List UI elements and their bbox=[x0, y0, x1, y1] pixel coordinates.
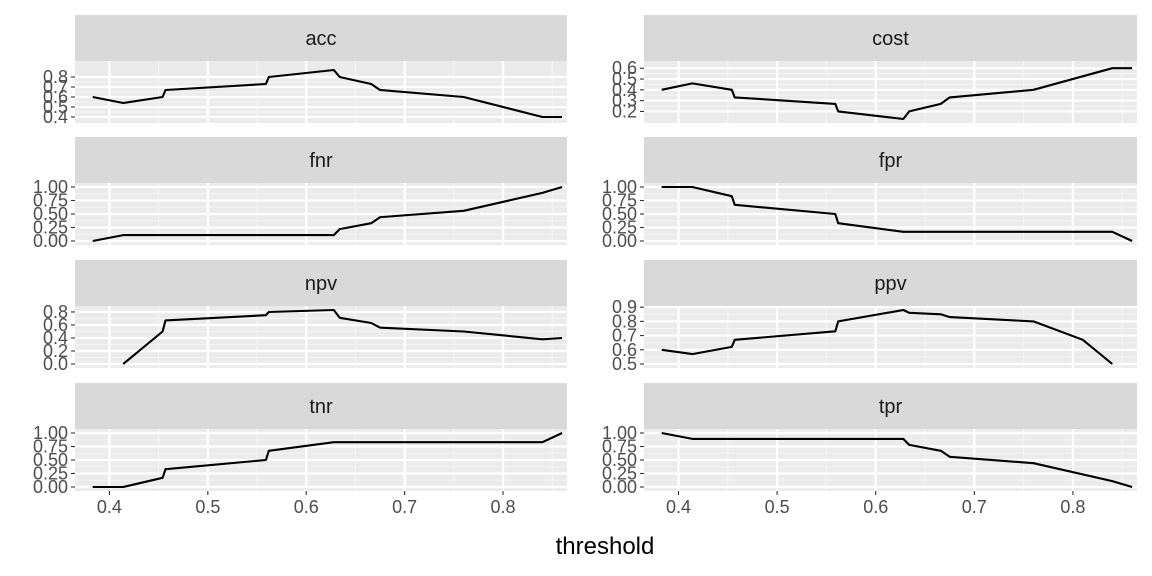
y-tick-label: 0.25 bbox=[602, 464, 637, 484]
y-tick-label: 0.25 bbox=[602, 218, 637, 238]
y-tick-label: 0.4 bbox=[43, 328, 68, 348]
y-tick-label: 0.4 bbox=[612, 80, 637, 100]
y-tick-label: 0.8 bbox=[612, 311, 637, 331]
facet-panel-fpr: fpr 0.000.250.500.751.00 bbox=[602, 137, 1137, 251]
gridlines bbox=[644, 61, 1137, 123]
y-tick-label: 0.6 bbox=[612, 340, 637, 360]
y-tick-label: 0.25 bbox=[33, 218, 68, 238]
facet-panel-tnr: tnr 0.000.250.500.751.00 bbox=[33, 383, 567, 497]
y-tick-label: 0.0 bbox=[43, 354, 68, 374]
y-tick-label: 1.00 bbox=[602, 177, 637, 197]
x-tick-label: 0.5 bbox=[195, 497, 220, 517]
y-tick-label: 0.75 bbox=[33, 191, 68, 211]
facet-strip-label: acc bbox=[305, 28, 336, 50]
facet-strip bbox=[75, 137, 567, 183]
x-tick-label: 0.4 bbox=[97, 497, 122, 517]
series-line-cost bbox=[661, 67, 1133, 121]
gridlines bbox=[75, 429, 567, 491]
y-tick-label: 0.6 bbox=[43, 315, 68, 335]
y-tick-label: 0.75 bbox=[602, 437, 637, 457]
gridlines bbox=[644, 306, 1137, 368]
panel-background bbox=[644, 306, 1137, 368]
facet-strip bbox=[644, 383, 1137, 429]
y-tick-label: 0.2 bbox=[43, 341, 68, 361]
y-tick-label: 0.6 bbox=[43, 87, 68, 107]
facet-strip-label: npv bbox=[305, 273, 337, 295]
facet-strip bbox=[644, 137, 1137, 183]
x-tick-label: 0.8 bbox=[491, 497, 516, 517]
y-tick-label: 0.75 bbox=[33, 437, 68, 457]
x-tick-label: 0.7 bbox=[962, 497, 987, 517]
x-tick-label: 0.6 bbox=[863, 497, 888, 517]
y-tick-label: 0.00 bbox=[602, 477, 637, 497]
y-tick-label: 0.25 bbox=[33, 464, 68, 484]
gridlines bbox=[644, 183, 1137, 245]
x-axes: 0.4 0.5 0.6 0.7 0.8 0.4 0.5 0.6 0.7 0.8 bbox=[97, 491, 1085, 517]
panel-background bbox=[644, 61, 1137, 123]
y-tick-label: 0.00 bbox=[33, 477, 68, 497]
y-tick-label: 0.9 bbox=[612, 297, 637, 317]
y-tick-label: 0.8 bbox=[43, 67, 68, 87]
y-tick-label: 0.6 bbox=[612, 58, 637, 78]
y-tick-label: 0.50 bbox=[602, 450, 637, 470]
y-tick-label: 1.00 bbox=[33, 423, 68, 443]
y-tick-label: 0.7 bbox=[43, 77, 68, 97]
facet-strip bbox=[75, 260, 567, 306]
series-line-fnr bbox=[92, 185, 563, 243]
y-tick-label: 0.7 bbox=[612, 326, 637, 346]
facet-panel-cost: cost 0.20.30.40.50.6 bbox=[612, 15, 1137, 123]
facet-strip-label: tnr bbox=[309, 396, 333, 418]
facet-panel-ppv: ppv 0.50.60.70.80.9 bbox=[612, 260, 1137, 374]
y-tick-label: 0.3 bbox=[612, 91, 637, 111]
series-line-tpr bbox=[661, 431, 1133, 489]
facet-strip-label: tpr bbox=[879, 396, 903, 418]
facet-strip-label: fpr bbox=[879, 150, 903, 172]
x-axis-right: 0.4 0.5 0.6 0.7 0.8 bbox=[666, 491, 1085, 517]
facet-panel-fnr: fnr 0.000.250.500.751.00 bbox=[33, 137, 567, 251]
y-tick-label: 0.5 bbox=[43, 97, 68, 117]
x-tick-label: 0.8 bbox=[1060, 497, 1085, 517]
y-tick-label: 0.5 bbox=[612, 354, 637, 374]
y-tick-label: 0.8 bbox=[43, 302, 68, 322]
y-tick-label: 0.2 bbox=[612, 101, 637, 121]
x-tick-label: 0.6 bbox=[294, 497, 319, 517]
series-line-tnr bbox=[92, 432, 563, 489]
y-tick-label: 0.50 bbox=[33, 450, 68, 470]
x-tick-label: 0.5 bbox=[765, 497, 790, 517]
y-tick-label: 0.00 bbox=[602, 231, 637, 251]
y-tick-label: 1.00 bbox=[33, 177, 68, 197]
facet-panel-tpr: tpr 0.000.250.500.751.00 bbox=[602, 383, 1137, 497]
y-tick-label: 0.50 bbox=[602, 204, 637, 224]
series-line-npv bbox=[122, 308, 563, 365]
facet-strip bbox=[75, 15, 567, 61]
facet-panel-acc: acc 0.40.50.60.70.8 bbox=[43, 15, 567, 127]
gridlines bbox=[75, 306, 567, 368]
y-tick-label: 0.00 bbox=[33, 231, 68, 251]
series-line-ppv bbox=[661, 308, 1113, 365]
x-tick-label: 0.7 bbox=[392, 497, 417, 517]
facet-strip-label: ppv bbox=[874, 273, 906, 295]
x-axis-title: threshold bbox=[556, 533, 655, 560]
y-tick-label: 1.00 bbox=[602, 423, 637, 443]
y-tick-label: 0.75 bbox=[602, 191, 637, 211]
facet-panel-npv: npv 0.00.20.40.60.8 bbox=[43, 260, 567, 374]
series-line-fpr bbox=[661, 185, 1133, 242]
facet-panels: acc0.40.50.60.70.8cost0.20.30.40.50.6fnr… bbox=[33, 15, 1137, 497]
facet-strip bbox=[75, 383, 567, 429]
y-tick-label: 0.4 bbox=[43, 107, 68, 127]
facet-strip-label: cost bbox=[872, 28, 909, 50]
x-axis-left: 0.4 0.5 0.6 0.7 0.8 bbox=[97, 491, 516, 517]
facet-strip bbox=[644, 260, 1137, 306]
facet-strip-label: fnr bbox=[309, 150, 333, 172]
x-tick-label: 0.4 bbox=[666, 497, 691, 517]
gridlines bbox=[75, 61, 567, 123]
facet-strip bbox=[644, 15, 1137, 61]
series-line-acc bbox=[92, 68, 563, 119]
y-tick-label: 0.50 bbox=[33, 204, 68, 224]
y-tick-label: 0.5 bbox=[612, 69, 637, 89]
